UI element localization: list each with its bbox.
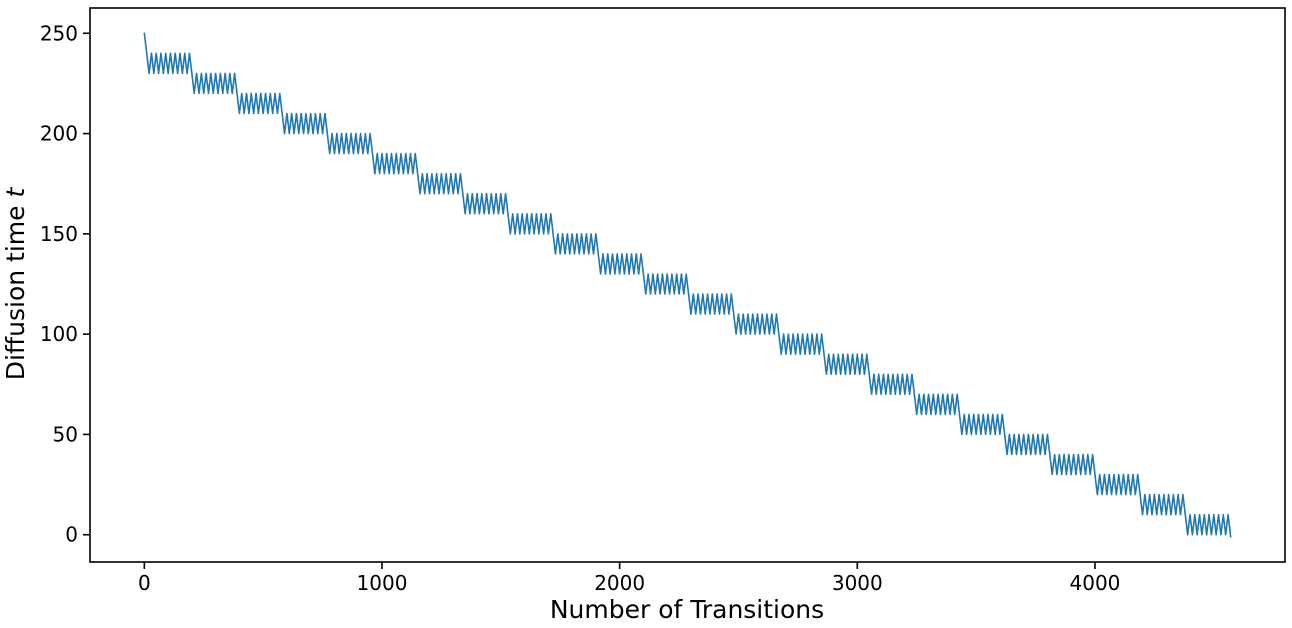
x-tick-label: 0 <box>138 571 151 595</box>
y-tick-label: 0 <box>65 523 78 547</box>
y-axis-ticks: 0 50 100 150 200 250 <box>40 21 90 547</box>
x-axis-label: Number of Transitions <box>550 595 824 624</box>
y-axis-label: Diffusion time t <box>1 187 30 381</box>
y-tick-label: 50 <box>53 422 78 446</box>
x-tick-label: 1000 <box>357 571 408 595</box>
y-tick-label: 100 <box>40 322 78 346</box>
x-tick-label: 3000 <box>832 571 883 595</box>
y-tick-label: 200 <box>40 122 78 146</box>
y-axis-label-math-t: t <box>1 187 30 198</box>
y-axis-label-text: Diffusion time <box>1 198 30 381</box>
schedule-line <box>143 32 1232 538</box>
y-tick-label: 150 <box>40 222 78 246</box>
x-tick-label: 4000 <box>1070 571 1121 595</box>
y-tick-label: 250 <box>40 21 78 45</box>
x-axis-ticks: 0 1000 2000 3000 4000 <box>138 562 1120 595</box>
x-tick-label: 2000 <box>594 571 645 595</box>
